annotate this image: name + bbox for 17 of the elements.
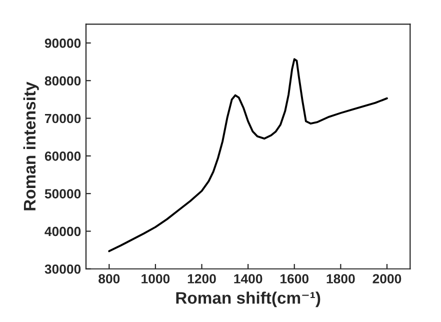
x-tick-label: 1800 [326, 274, 355, 284]
x-tick-label: 800 [98, 274, 120, 284]
x-tick-label: 2000 [372, 274, 402, 284]
y-tick-label: 30000 [44, 264, 81, 274]
x-tick-label: 1200 [188, 274, 216, 284]
x-axis-title: Roman shift(cm⁻¹) [176, 292, 320, 308]
x-tick-label: 1600 [280, 274, 309, 284]
y-tick-label: 50000 [44, 189, 81, 198]
y-tick-label: 60000 [44, 151, 81, 161]
y-tick-label: 90000 [44, 38, 81, 48]
y-tick-label: 40000 [44, 226, 81, 236]
x-tick-label: 1400 [234, 274, 262, 284]
x-tick-label: 1000 [142, 274, 170, 284]
y-axis-title: Roman intensity [23, 82, 39, 210]
y-tick-label: 70000 [45, 114, 81, 124]
y-tick-label: 80000 [44, 76, 81, 86]
line-series [108, 58, 388, 252]
